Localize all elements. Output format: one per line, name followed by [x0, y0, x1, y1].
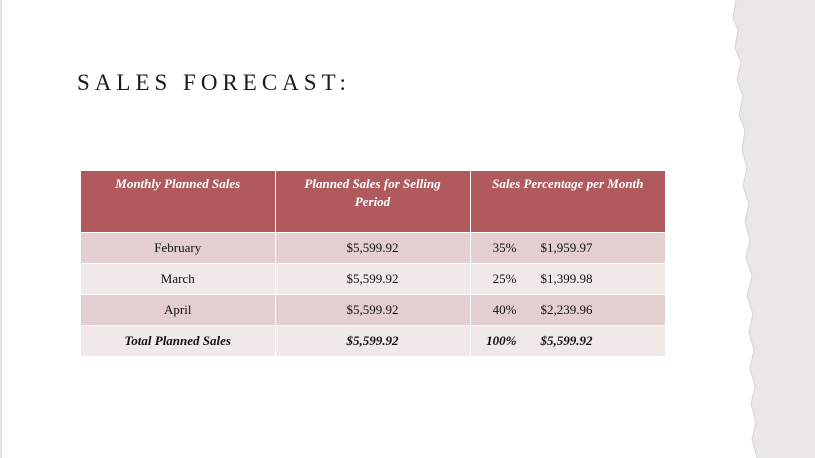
slide-left-border [0, 0, 2, 458]
total-label-cell: Total Planned Sales [81, 325, 276, 356]
sales-forecast-table: Monthly Planned Sales Planned Sales for … [81, 171, 665, 356]
percent-value: 40% [492, 302, 517, 317]
planned-sales-cell: $5,599.92 [275, 232, 471, 264]
percentage-cell: 40% $2,239.96 [470, 294, 665, 326]
amount-value: $2,239.96 [540, 302, 593, 317]
amount-value: $1,959.97 [540, 240, 593, 255]
slide-title: SALES FORECAST: [77, 70, 351, 95]
total-percentage-cell: 100% $5,599.92 [470, 325, 665, 356]
total-percent-value: 100% [486, 333, 517, 348]
table-row-total: Total Planned Sales $5,599.92 100% $5,59… [81, 325, 665, 356]
table-row-march: March $5,599.92 25% $1,399.98 [81, 263, 665, 295]
table-row-february: February $5,599.92 35% $1,959.97 [81, 232, 665, 264]
percentage-cell: 35% $1,959.97 [470, 232, 665, 264]
header-planned-sales-for-selling-period: Planned Sales for Selling Period [275, 171, 471, 233]
total-amount-value: $5,599.92 [540, 333, 593, 348]
percent-value: 25% [492, 271, 517, 286]
header-sales-percentage-per-month: Sales Percentage per Month [470, 171, 665, 233]
amount-value: $1,399.98 [540, 271, 593, 286]
total-planned-cell: $5,599.92 [275, 325, 471, 356]
table-row-april: April $5,599.92 40% $2,239.96 [81, 294, 665, 326]
table-header-row: Monthly Planned Sales Planned Sales for … [81, 171, 665, 233]
header-monthly-planned-sales: Monthly Planned Sales [81, 171, 276, 233]
month-cell: April [81, 294, 276, 326]
percent-value: 35% [492, 240, 517, 255]
month-cell: March [81, 263, 276, 295]
planned-sales-cell: $5,599.92 [275, 294, 471, 326]
month-cell: February [81, 232, 276, 264]
planned-sales-cell: $5,599.92 [275, 263, 471, 295]
percentage-cell: 25% $1,399.98 [470, 263, 665, 295]
